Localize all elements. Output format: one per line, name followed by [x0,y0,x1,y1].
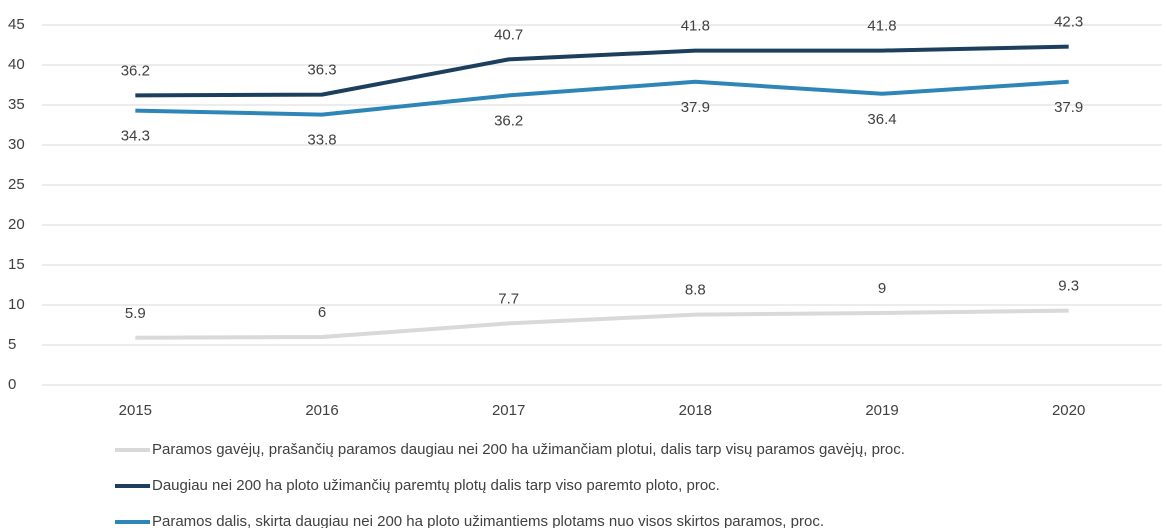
y-tick-label: 40 [8,56,25,73]
legend-label: Paramos gavėjų, prašančių paramos daugia… [152,441,905,458]
y-tick-label: 5 [8,336,16,353]
data-label: 33.8 [307,132,336,149]
x-tick-label: 2019 [865,402,898,419]
data-label: 34.3 [121,128,150,145]
series-line [135,79,1069,117]
data-label: 36.2 [121,62,150,79]
data-label: 7.7 [498,290,519,307]
data-label: 40.7 [494,26,523,43]
data-label: 37.9 [681,99,710,116]
y-tick-label: 15 [8,256,25,273]
data-label: 42.3 [1054,14,1083,31]
y-tick-label: 45 [8,16,25,33]
x-tick-label: 2017 [492,402,525,419]
data-label: 37.9 [1054,99,1083,116]
x-tick-label: 2016 [305,402,338,419]
data-label: 9 [878,280,886,297]
data-label: 9.3 [1058,278,1079,295]
series-line [135,44,1069,98]
y-tick-label: 20 [8,216,25,233]
data-label: 36.2 [494,112,523,129]
legend-label: Daugiau nei 200 ha ploto užimančių parem… [152,477,720,494]
series-line [135,308,1069,340]
y-tick-label: 35 [8,96,25,113]
data-label: 36.4 [867,111,896,128]
x-tick-label: 2020 [1052,402,1085,419]
legend-label: Paramos dalis, skirta daugiau nei 200 ha… [152,513,824,528]
y-tick-label: 10 [8,296,25,313]
data-label: 6 [318,304,326,321]
x-tick-label: 2018 [679,402,712,419]
data-label: 8.8 [685,282,706,299]
y-tick-label: 25 [8,176,25,193]
data-label: 36.3 [307,62,336,79]
data-label: 5.9 [125,305,146,322]
y-tick-label: 0 [8,376,16,393]
data-label: 41.8 [681,18,710,35]
y-tick-label: 30 [8,136,25,153]
x-tick-label: 2015 [119,402,152,419]
data-label: 41.8 [867,18,896,35]
